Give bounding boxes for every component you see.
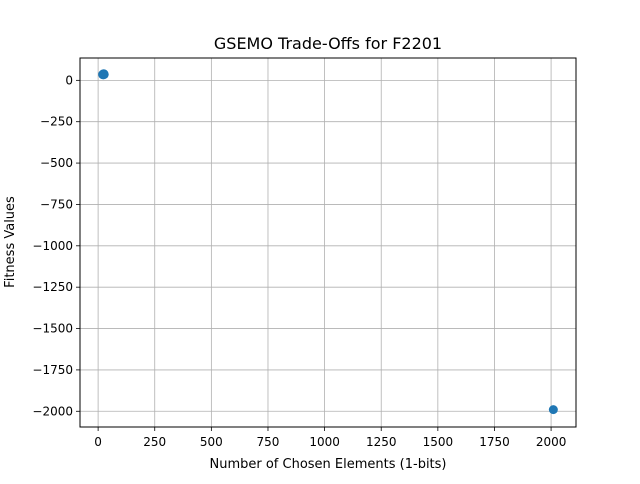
y-tick-label: −1750 — [32, 363, 73, 377]
y-tick-label: −2000 — [32, 404, 73, 418]
x-tick-label: 750 — [257, 435, 280, 449]
x-tick-label: 1750 — [479, 435, 510, 449]
y-tick-label: −1000 — [32, 239, 73, 253]
data-points — [98, 69, 558, 415]
x-tick-label: 250 — [143, 435, 166, 449]
y-tick-label: −1500 — [32, 322, 73, 336]
x-axis-label: Number of Chosen Elements (1-bits) — [210, 457, 447, 472]
x-tick-label: 1000 — [309, 435, 340, 449]
x-tick-label: 0 — [94, 435, 102, 449]
plot-area — [79, 57, 577, 428]
x-tick-label: 1250 — [366, 435, 397, 449]
y-tick-label: −1250 — [32, 280, 73, 294]
x-tick-label: 500 — [200, 435, 223, 449]
y-tick-label: −250 — [40, 115, 73, 129]
y-tick-label: 0 — [65, 73, 73, 87]
grid — [80, 58, 576, 427]
chart-title: GSEMO Trade-Offs for F2201 — [214, 34, 442, 53]
x-axis: 0 250 500 750 1000 1250 1500 1750 2000 — [94, 427, 566, 449]
scatter-point — [548, 405, 558, 415]
scatter-point — [98, 70, 108, 80]
y-axis-label: Fitness Values — [3, 196, 18, 288]
x-tick-label: 1500 — [423, 435, 454, 449]
y-tick-label: −500 — [40, 156, 73, 170]
x-tick-label: 2000 — [536, 435, 567, 449]
y-axis: 0 −250 −500 −750 −1000 −1250 −1500 −1750 −2000 — [32, 73, 80, 418]
y-tick-label: −750 — [40, 197, 73, 211]
